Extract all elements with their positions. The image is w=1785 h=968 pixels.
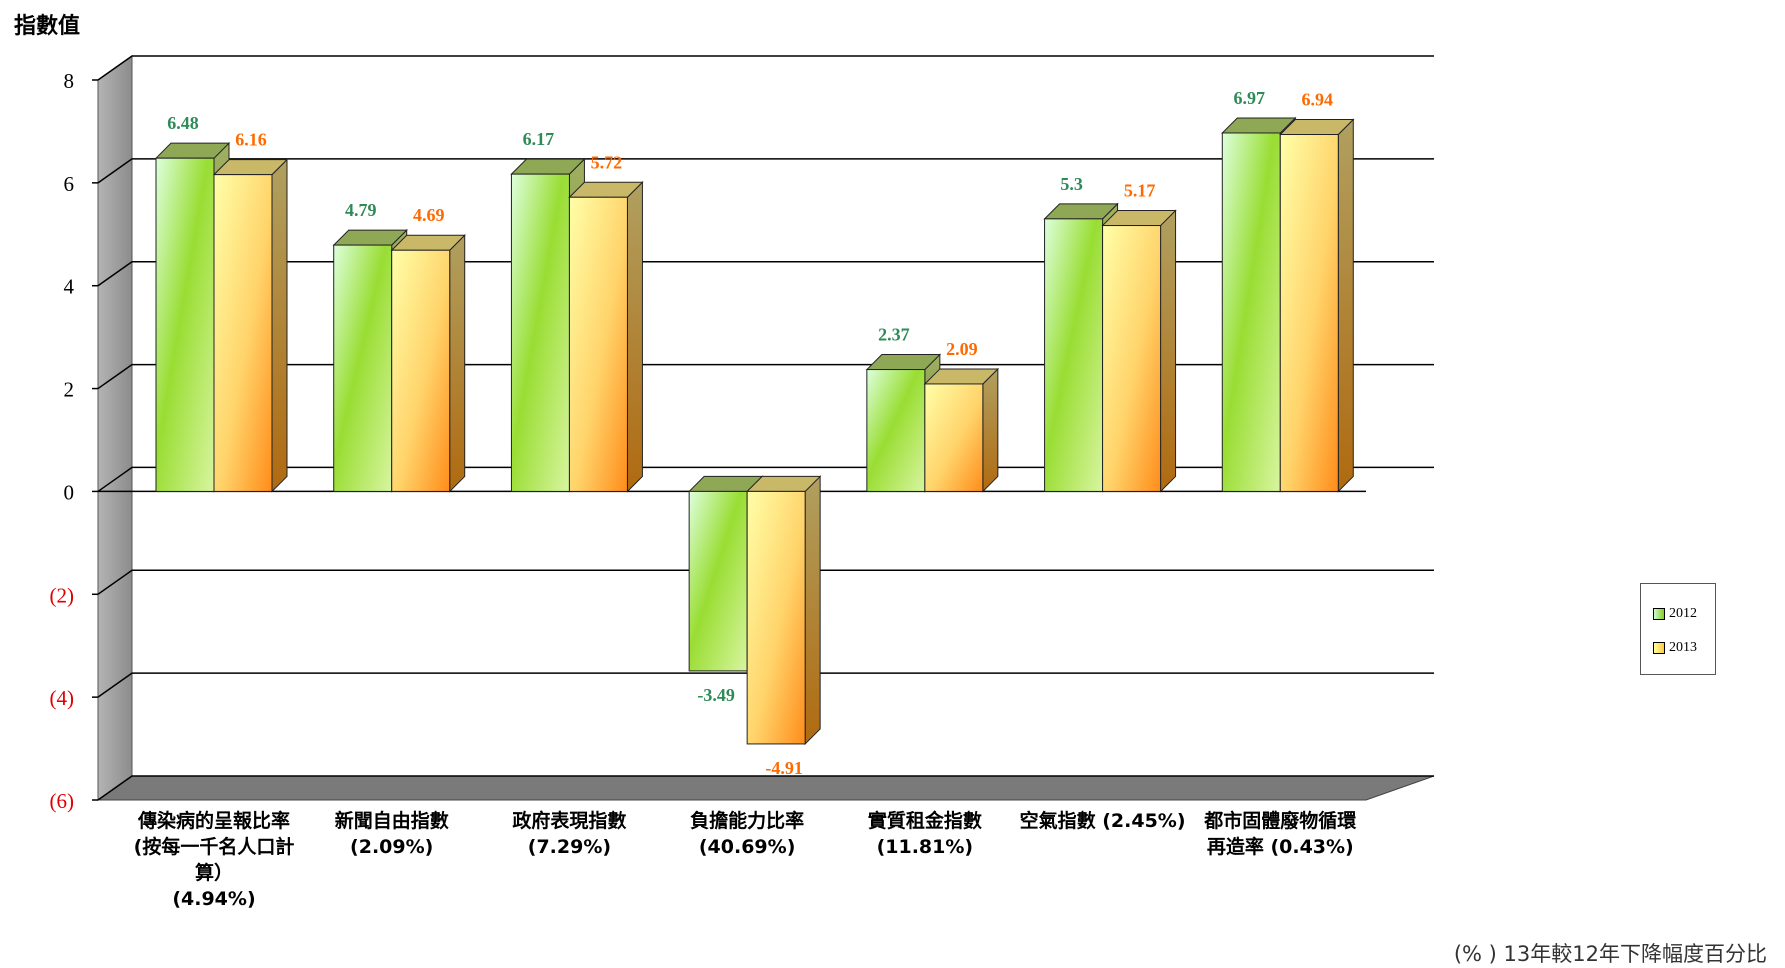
data-label-2013: -4.91	[765, 758, 803, 778]
gridline	[97, 55, 1434, 81]
gridline	[97, 158, 1434, 184]
bar-2013-2	[568, 196, 628, 492]
data-label-2013: 4.69	[413, 205, 445, 225]
legend-swatch-2012	[1653, 608, 1665, 620]
bar-2012-2	[510, 173, 570, 492]
y-tick-label: 2	[64, 378, 75, 402]
x-tick-label: 新聞自由指數 (2.09%)	[334, 810, 449, 858]
bar-2012-4	[866, 369, 926, 492]
bar-2013-1	[391, 249, 451, 492]
footnote: (% ) 13年較12年下降幅度百分比	[1453, 942, 1767, 966]
data-label-2013: 2.09	[946, 339, 978, 359]
data-label-2012: 6.17	[523, 129, 555, 149]
bar-2013-5	[1102, 225, 1162, 492]
gridline	[97, 775, 1434, 801]
bar-2012-5	[1044, 218, 1104, 492]
bar-2013-0	[213, 174, 273, 492]
gridline	[97, 466, 1434, 493]
bar-2012-3	[688, 490, 748, 672]
x-tick-label: 實質租金指數 (11.81%)	[867, 810, 982, 858]
y-tick-label: 0	[64, 480, 75, 504]
chart-side-wall	[97, 55, 133, 801]
data-label-2012: -3.49	[697, 685, 735, 705]
gridline	[97, 672, 1434, 698]
legend-item-2013: 2013	[1653, 640, 1697, 656]
data-label-2013: 6.16	[235, 130, 267, 150]
data-label-2013: 5.72	[591, 152, 623, 172]
bar-2013-6-side	[1337, 118, 1354, 493]
x-tick-label: 負擔能力比率 (40.69%)	[690, 810, 805, 858]
y-tick-label: 6	[64, 172, 75, 196]
x-tick-label: 空氣指數 (2.45%)	[1019, 810, 1186, 832]
x-tick-label: 政府表現指數 (7.29%)	[512, 810, 627, 858]
data-label-2013: 5.17	[1124, 181, 1156, 201]
y-tick-label: 4	[64, 275, 75, 299]
y-tick-label: (2)	[50, 583, 75, 607]
data-label-2012: 6.48	[167, 113, 199, 133]
data-label-2013: 6.94	[1302, 90, 1334, 110]
chart-floor	[96, 775, 1435, 801]
bar-2013-6	[1279, 134, 1339, 492]
gridline	[97, 569, 1434, 595]
y-tick-label: 8	[64, 69, 75, 93]
data-label-2012: 6.97	[1234, 88, 1266, 108]
legend-swatch-2013	[1653, 642, 1665, 654]
legend-item-2012: 2012	[1653, 606, 1697, 622]
data-label-2012: 5.3	[1060, 174, 1083, 194]
bar-2013-2-side	[626, 181, 643, 493]
bar-2012-1	[333, 244, 393, 492]
x-tick-label: 傳染病的呈報比率 (按每一千名人口計 算） (4.94%)	[133, 810, 295, 910]
bar-2012-0	[155, 157, 215, 492]
bar-2013-0-side	[271, 158, 288, 493]
legend-label-2012: 2012	[1669, 606, 1697, 621]
data-label-2012: 2.37	[878, 325, 910, 345]
legend-label-2013: 2013	[1669, 640, 1697, 655]
bar-2013-3-side	[804, 475, 821, 746]
gridline	[97, 260, 1434, 287]
bar-2013-3	[746, 490, 806, 745]
bar-2013-4-side	[982, 367, 999, 493]
bar-2012-6	[1221, 132, 1281, 492]
bar-2013-4	[924, 383, 984, 492]
x-tick-label: 都市固體廢物循環 再造率 (0.43%)	[1204, 810, 1357, 858]
y-tick-label: (6)	[50, 789, 75, 813]
data-label-2012: 4.79	[345, 200, 377, 220]
y-tick-label: (4)	[50, 686, 75, 710]
legend: 2012 2013	[1640, 583, 1716, 675]
gridline	[97, 363, 1434, 390]
y-axis-title: 指數值	[14, 14, 81, 39]
bar-2013-5-side	[1160, 209, 1177, 493]
bar-2013-1-side	[449, 234, 466, 493]
